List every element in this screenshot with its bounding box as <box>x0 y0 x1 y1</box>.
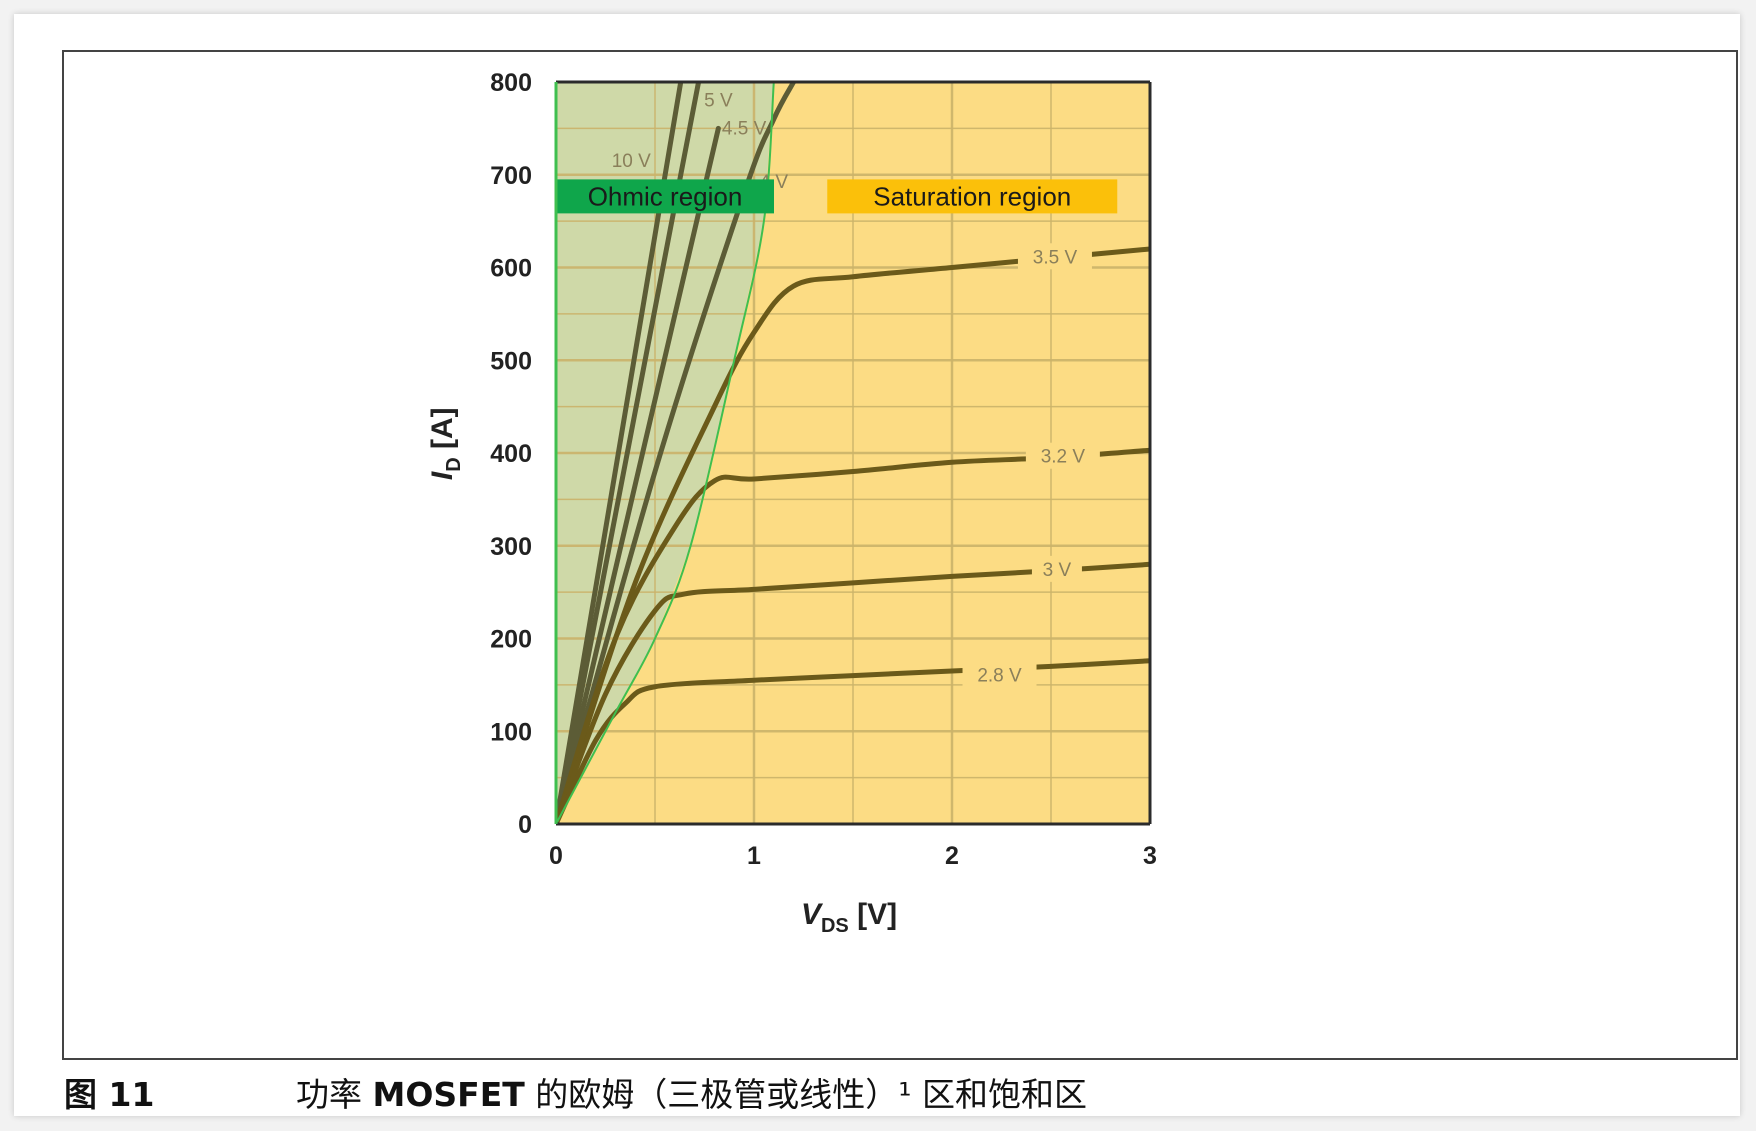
curve-label-bg <box>1031 555 1082 582</box>
curve-label: 3.5 V <box>1033 247 1078 268</box>
curve-label: 3.2 V <box>1041 447 1086 468</box>
y-axis-title: ID [A] <box>426 407 465 480</box>
curve-45V <box>556 125 721 824</box>
x-tick-label: 1 <box>747 842 761 870</box>
x-tick-label: 2 <box>945 842 959 870</box>
curve-label: 5 V <box>704 91 733 112</box>
y-tick-label: 500 <box>490 347 532 375</box>
caption-text-before: 功率 <box>296 1075 373 1114</box>
caption-text-after: 的欧姆（三极管或线性）¹ 区和饱和区 <box>524 1075 1087 1114</box>
curve-3V <box>556 561 1150 824</box>
curve-35V <box>556 246 1150 824</box>
curve-label-bg <box>1017 243 1092 270</box>
x-tick-label: 0 <box>549 842 563 870</box>
y-tick-label: 600 <box>490 255 532 283</box>
ohmic-label-bg <box>556 179 774 214</box>
y-tick-label: 300 <box>490 533 532 561</box>
curve-label: 3 V <box>1043 560 1072 581</box>
figure-caption: 图 11 功率 MOSFET 的欧姆（三极管或线性）¹ 区和饱和区 <box>64 1068 1664 1120</box>
y-tick-label: 700 <box>490 162 532 190</box>
y-tick-label: 200 <box>490 626 532 654</box>
ohmic-region-label: Ohmic region <box>588 181 743 211</box>
curve-4V <box>556 82 797 824</box>
saturation-label-bg <box>827 179 1118 214</box>
curve-label: 2.8 V <box>977 666 1022 687</box>
caption-text-bold: MOSFET <box>372 1075 525 1114</box>
y-tick-label: 800 <box>490 69 532 97</box>
y-tick-label: 0 <box>518 811 532 839</box>
curve-32V <box>556 447 1150 824</box>
figure-caption-text: 功率 MOSFET 的欧姆（三极管或线性）¹ 区和饱和区 <box>296 1068 1087 1116</box>
x-axis-title: VDS [V] <box>801 898 897 937</box>
curve-label: 4.5 V <box>722 118 767 139</box>
x-tick-label: 3 <box>1143 842 1157 870</box>
saturation-region-label: Saturation region <box>873 181 1071 211</box>
curve-label: 10 V <box>612 151 651 172</box>
curve-label-bg <box>962 661 1037 688</box>
ohmic-boundary-line <box>555 81 775 825</box>
y-tick-label: 100 <box>490 718 532 746</box>
figure-number: 图 11 <box>64 1075 155 1114</box>
y-tick-label: 400 <box>490 440 532 468</box>
curve-label-bg <box>1025 442 1100 469</box>
